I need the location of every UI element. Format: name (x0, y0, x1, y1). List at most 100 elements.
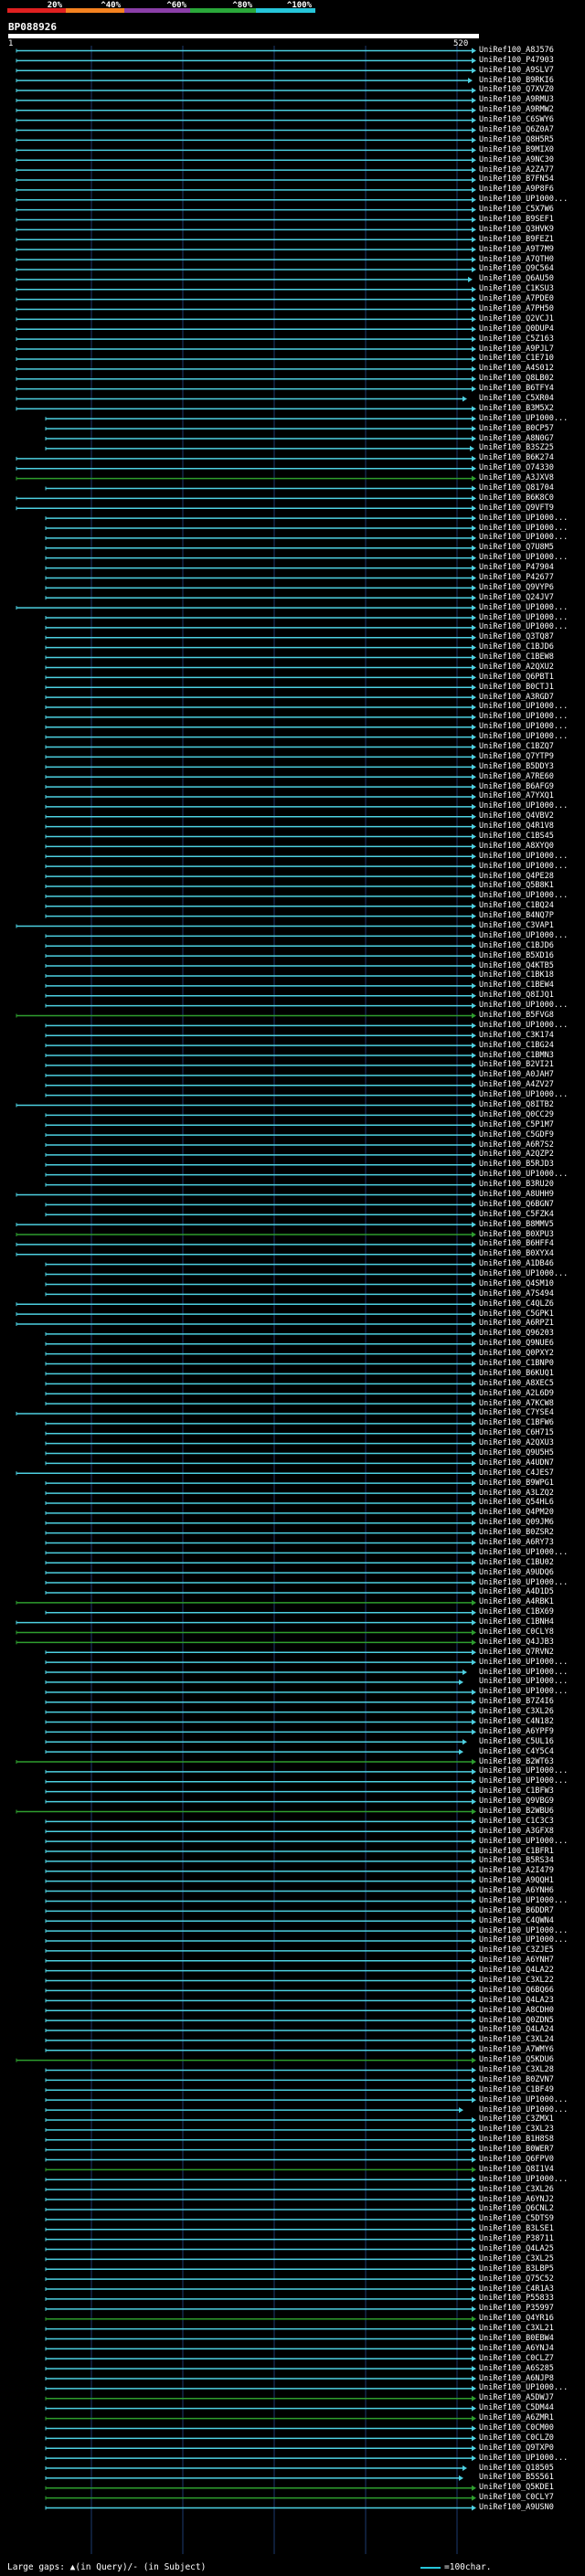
hit-label[interactable]: UniRef100_Q8LB02 (479, 374, 554, 384)
hit-label[interactable]: UniRef100_Q4R1V8 (479, 822, 554, 832)
hit-label[interactable]: UniRef100_C4Y5C4 (479, 1746, 554, 1756)
hit-label[interactable]: UniRef100_B3RU20 (479, 1180, 554, 1190)
hit-label[interactable]: UniRef100_UP1000... (479, 722, 569, 732)
hit-label[interactable]: UniRef100_UP1000... (479, 2383, 569, 2393)
hit-label[interactable]: UniRef100_UP1000... (479, 1269, 569, 1279)
hit-label[interactable]: UniRef100_UP1000... (479, 622, 569, 632)
hit-label[interactable]: UniRef100_B6DDR7 (479, 1905, 554, 1915)
hit-label[interactable]: UniRef100_A7YXQ1 (479, 791, 554, 801)
hit-label[interactable]: UniRef100_UP1000... (479, 602, 569, 612)
hit-label[interactable]: UniRef100_Q2VCJ1 (479, 313, 554, 323)
hit-label[interactable]: UniRef100_Q9NUE6 (479, 1339, 554, 1349)
hit-label[interactable]: UniRef100_B3SZ25 (479, 443, 554, 453)
hit-label[interactable]: UniRef100_C4QWN4 (479, 1915, 554, 1925)
hit-label[interactable]: UniRef100_Q6CNL2 (479, 2204, 554, 2214)
hit-label[interactable]: UniRef100_A7WMY6 (479, 2045, 554, 2055)
hit-label[interactable]: UniRef100_UP1000... (479, 1577, 569, 1587)
hit-label[interactable]: UniRef100_B4NQ7P (479, 911, 554, 921)
hit-label[interactable]: UniRef100_UP1000... (479, 533, 569, 543)
hit-label[interactable]: UniRef100_C1BFW3 (479, 1786, 554, 1797)
hit-label[interactable]: UniRef100_A9T7M9 (479, 244, 554, 254)
hit-label[interactable]: UniRef100_UP1000... (479, 1766, 569, 1776)
hit-label[interactable]: UniRef100_A7S494 (479, 1288, 554, 1299)
hit-label[interactable]: UniRef100_C4QLZ6 (479, 1299, 554, 1309)
hit-label[interactable]: UniRef100_Q8IJQ1 (479, 991, 554, 1001)
hit-label[interactable]: UniRef100_C0CLZ0 (479, 2433, 554, 2443)
hit-label[interactable]: UniRef100_Q9C564 (479, 264, 554, 274)
hit-label[interactable]: UniRef100_A6YNH7 (479, 1956, 554, 1966)
hit-label[interactable]: UniRef100_A7PH50 (479, 304, 554, 313)
hit-label[interactable]: UniRef100_Q6BGN7 (479, 1199, 554, 1209)
hit-label[interactable]: UniRef100_C4R1A3 (479, 2284, 554, 2294)
hit-label[interactable]: UniRef100_C5XR04 (479, 393, 554, 403)
hit-label[interactable]: UniRef100_Q7U8M5 (479, 543, 554, 553)
hit-label[interactable]: UniRef100_Q4VBV2 (479, 811, 554, 822)
hit-label[interactable]: UniRef100_A9SLV7 (479, 65, 554, 75)
hit-label[interactable]: UniRef100_C5P1M7 (479, 1119, 554, 1129)
hit-label[interactable]: UniRef100_B3LBP5 (479, 2263, 554, 2274)
hit-label[interactable]: UniRef100_C7YSE4 (479, 1408, 554, 1418)
hit-label[interactable]: UniRef100_B0CP57 (479, 423, 554, 433)
hit-label[interactable]: UniRef100_A8XEC5 (479, 1378, 554, 1388)
hit-label[interactable]: UniRef100_UP1000... (479, 732, 569, 742)
hit-label[interactable]: UniRef100_C3XL21 (479, 2324, 554, 2334)
hit-label[interactable]: UniRef100_B8MMV5 (479, 1219, 554, 1229)
hit-label[interactable]: UniRef100_B0EBW4 (479, 2333, 554, 2343)
hit-label[interactable]: UniRef100_A7RE60 (479, 771, 554, 781)
hit-label[interactable]: UniRef100_Q4LA25 (479, 2243, 554, 2253)
hit-label[interactable]: UniRef100_C1BEW8 (479, 652, 554, 663)
hit-label[interactable]: UniRef100_A3LZQ2 (479, 1488, 554, 1498)
hit-label[interactable]: UniRef100_Q24JV7 (479, 592, 554, 602)
hit-label[interactable]: UniRef100_C5GDF9 (479, 1129, 554, 1140)
hit-label[interactable]: UniRef100_Q7YTP9 (479, 751, 554, 761)
hit-label[interactable]: UniRef100_C5FZK4 (479, 1209, 554, 1219)
hit-label[interactable]: UniRef100_C1BNH4 (479, 1617, 554, 1627)
hit-label[interactable]: UniRef100_C3XL28 (479, 2065, 554, 2075)
hit-label[interactable]: UniRef100_A2QZP2 (479, 1150, 554, 1160)
hit-label[interactable]: UniRef100_UP1000... (479, 2104, 569, 2115)
hit-label[interactable]: UniRef100_Q7XVZ0 (479, 85, 554, 95)
hit-label[interactable]: UniRef100_A9PJL7 (479, 344, 554, 354)
hit-label[interactable]: UniRef100_A8N0G7 (479, 433, 554, 443)
hit-label[interactable]: UniRef100_B5FVG8 (479, 1010, 554, 1020)
hit-label[interactable]: UniRef100_C4JES7 (479, 1468, 554, 1478)
hit-label[interactable]: UniRef100_Q8H5R5 (479, 134, 554, 144)
hit-label[interactable]: UniRef100_C1KSU3 (479, 284, 554, 294)
hit-label[interactable]: UniRef100_Q5KDE1 (479, 2483, 554, 2493)
hit-label[interactable]: UniRef100_A6YNH6 (479, 1886, 554, 1896)
hit-label[interactable]: UniRef100_A6S285 (479, 2363, 554, 2373)
hit-label[interactable]: UniRef100_UP1000... (479, 1687, 569, 1697)
hit-label[interactable]: UniRef100_C1BX69 (479, 1607, 554, 1617)
hit-label[interactable]: UniRef100_B2WBU6 (479, 1806, 554, 1816)
hit-label[interactable]: UniRef100_B0XYX4 (479, 1249, 554, 1259)
hit-label[interactable]: UniRef100_Q6PBT1 (479, 672, 554, 682)
hit-label[interactable]: UniRef100_A7PDE0 (479, 294, 554, 304)
hit-label[interactable]: UniRef100_A6ZMR1 (479, 2413, 554, 2423)
hit-label[interactable]: UniRef100_UP1000... (479, 513, 569, 523)
hit-label[interactable]: UniRef100_A3RGD7 (479, 692, 554, 702)
hit-label[interactable]: UniRef100_UP1000... (479, 1001, 569, 1011)
hit-label[interactable]: UniRef100_Q9VBG9 (479, 1797, 554, 1807)
hit-label[interactable]: UniRef100_C0CLY8 (479, 1627, 554, 1637)
hit-label[interactable]: UniRef100_C3XL22 (479, 1976, 554, 1986)
hit-label[interactable]: UniRef100_O74330 (479, 463, 554, 473)
hit-label[interactable]: UniRef100_C1BQ24 (479, 901, 554, 911)
hit-label[interactable]: UniRef100_B0ZSR2 (479, 1528, 554, 1538)
hit-label[interactable]: UniRef100_B3M5X2 (479, 403, 554, 413)
hit-label[interactable]: UniRef100_A3GFX8 (479, 1826, 554, 1836)
hit-label[interactable]: UniRef100_A0JAH7 (479, 1070, 554, 1080)
hit-label[interactable]: UniRef100_C5X7W6 (479, 205, 554, 215)
hit-label[interactable]: UniRef100_B5DDY3 (479, 761, 554, 771)
hit-label[interactable]: UniRef100_B6HFF4 (479, 1239, 554, 1249)
hit-label[interactable]: UniRef100_UP1000... (479, 2174, 569, 2184)
hit-label[interactable]: UniRef100_A4RBK1 (479, 1597, 554, 1607)
hit-label[interactable]: UniRef100_P38711 (479, 2234, 554, 2244)
hit-label[interactable]: UniRef100_A6NJP8 (479, 2373, 554, 2383)
hit-label[interactable]: UniRef100_A2I479 (479, 1866, 554, 1876)
hit-label[interactable]: UniRef100_P55833 (479, 2294, 554, 2304)
hit-label[interactable]: UniRef100_B0ZVN7 (479, 2074, 554, 2084)
hit-label[interactable]: UniRef100_C1BNP0 (479, 1359, 554, 1369)
hit-label[interactable]: UniRef100_UP1000... (479, 2094, 569, 2104)
hit-label[interactable]: UniRef100_UP1000... (479, 1776, 569, 1786)
hit-label[interactable]: UniRef100_UP1000... (479, 702, 569, 712)
